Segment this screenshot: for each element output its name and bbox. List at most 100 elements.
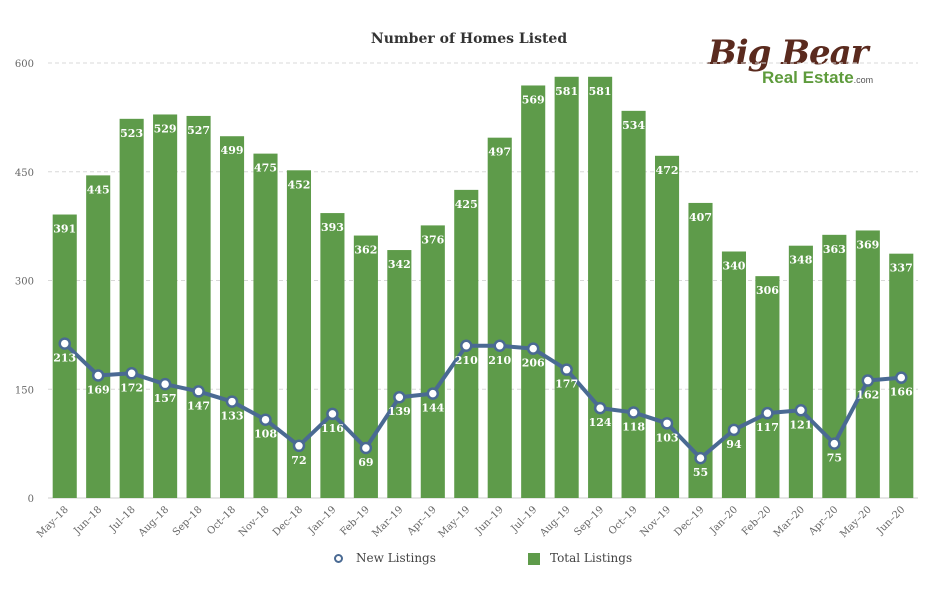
- point-new-listings-12: [460, 339, 473, 352]
- bar-layer: [52, 76, 914, 499]
- bar-label-total-listings-1: 445: [87, 183, 110, 196]
- point-label-new-listings-24: 162: [856, 389, 879, 402]
- logo-suffix: .com: [853, 75, 874, 85]
- bar-label-total-listings-13: 497: [488, 146, 511, 159]
- bar-total-listings-18: [654, 155, 680, 499]
- legend-label-total-listings: Total Listings: [550, 551, 633, 565]
- point-new-listings-1: [91, 369, 105, 382]
- bar-total-listings-22: [788, 245, 813, 498]
- point-label-new-listings-13: 210: [488, 354, 511, 367]
- bar-label-total-listings-19: 407: [689, 211, 712, 224]
- x-tick-label-21: Feb–20: [740, 504, 774, 538]
- bar-label-total-listings-16: 581: [589, 85, 612, 98]
- point-label-new-listings-19: 55: [693, 466, 708, 479]
- bar-total-listings-15: [554, 76, 579, 499]
- bar-label-layer: 391 445 523 529 527 499 475 452 393 362 342 376 425 4…: [53, 85, 913, 297]
- bar-total-listings-8: [320, 213, 345, 498]
- x-tick-label-11: Apr–19: [405, 504, 439, 538]
- bar-total-listings-16: [588, 76, 613, 499]
- bar-total-listings-23: [822, 234, 847, 498]
- chart-title: Number of Homes Listed: [370, 31, 568, 47]
- bar-total-listings-11: [420, 225, 445, 498]
- point-label-new-listings-4: 147: [187, 399, 210, 412]
- bar-total-listings-9: [353, 235, 378, 499]
- bar-total-listings-21: [755, 276, 780, 498]
- bar-label-total-listings-10: 342: [388, 258, 411, 271]
- bar-label-total-listings-2: 523: [120, 127, 143, 140]
- bar-label-total-listings-25: 337: [890, 262, 913, 275]
- logo-main-text: Big Bear: [708, 33, 869, 73]
- point-new-listings-23: [828, 437, 841, 450]
- bar-label-total-listings-20: 340: [722, 260, 745, 273]
- point-label-new-listings-11: 144: [421, 402, 444, 415]
- y-tick-label-1: 150: [15, 385, 34, 396]
- big-bear-logo: Big Bear Real Estate.com: [704, 34, 884, 96]
- y-tick-label-3: 450: [15, 168, 34, 179]
- point-new-listings-7: [292, 439, 306, 453]
- x-tick-label-3: Aug–18: [136, 504, 171, 539]
- point-label-new-listings-17: 118: [622, 420, 645, 433]
- bar-total-listings-17: [621, 110, 646, 498]
- y-tick-label-2: 300: [15, 277, 34, 288]
- point-label-new-listings-6: 108: [254, 428, 277, 441]
- x-tick-label-22: Mar–20: [772, 504, 807, 539]
- x-tick-label-17: Oct–19: [607, 504, 640, 537]
- point-new-listings-22: [794, 404, 808, 417]
- point-new-listings-20: [727, 423, 741, 437]
- logo-sub-label: Real Estate: [762, 68, 854, 87]
- x-tick-label-2: Jul–18: [107, 504, 138, 535]
- point-label-new-listings-8: 116: [321, 422, 344, 435]
- point-new-listings-11: [426, 387, 440, 400]
- bar-total-listings-4: [186, 115, 211, 499]
- bar-label-total-listings-18: 472: [656, 164, 679, 177]
- line-label-layer: 213 169 172 157 147 133 108 72 116 69 139 144 210 210…: [53, 352, 913, 480]
- legend-marker-new-listings: [334, 554, 343, 563]
- point-new-listings-25: [895, 371, 908, 384]
- point-label-new-listings-18: 103: [656, 431, 679, 444]
- x-tick-label-10: Mar–19: [370, 504, 405, 539]
- x-tick-label-12: May–19: [437, 504, 473, 540]
- bar-label-total-listings-5: 499: [221, 144, 244, 157]
- bar-label-total-listings-22: 348: [789, 254, 812, 267]
- bar-total-listings-5: [219, 136, 245, 498]
- point-new-listings-19: [694, 451, 707, 465]
- bar-label-total-listings-0: 391: [53, 223, 76, 236]
- point-label-new-listings-14: 206: [522, 357, 545, 370]
- point-label-new-listings-15: 177: [555, 378, 578, 391]
- bar-total-listings-10: [387, 250, 412, 498]
- point-new-listings-3: [158, 377, 172, 391]
- x-tick-label-9: Feb–19: [338, 504, 372, 538]
- bar-total-listings-14: [521, 85, 546, 498]
- point-label-new-listings-7: 72: [291, 454, 306, 467]
- bar-label-total-listings-17: 534: [622, 119, 645, 132]
- point-new-listings-17: [627, 406, 640, 419]
- bar-label-total-listings-12: 425: [455, 198, 478, 211]
- line-layer: [58, 337, 908, 465]
- x-tick-label-5: Oct–18: [205, 504, 238, 537]
- point-new-listings-14: [526, 342, 540, 355]
- point-new-listings-21: [761, 406, 774, 420]
- bar-total-listings-13: [487, 137, 512, 499]
- bar-label-total-listings-21: 306: [756, 284, 779, 297]
- point-label-new-listings-12: 210: [455, 354, 478, 367]
- x-tick-label-15: Aug–19: [538, 504, 573, 539]
- legend-label-new-listings: New Listings: [356, 551, 436, 565]
- x-tick-label-4: Sep–18: [171, 504, 205, 538]
- point-new-listings-9: [359, 441, 373, 455]
- bar-total-listings-3: [153, 114, 178, 498]
- x-tick-label-14: Jul–19: [509, 504, 540, 535]
- point-label-new-listings-20: 94: [726, 438, 742, 451]
- point-new-listings-5: [225, 395, 239, 408]
- x-tick-label-1: Jun–18: [71, 504, 104, 537]
- bar-label-total-listings-3: 529: [154, 122, 177, 135]
- point-new-listings-16: [593, 401, 607, 415]
- bar-label-total-listings-7: 452: [287, 178, 310, 191]
- point-label-new-listings-23: 75: [827, 452, 842, 465]
- point-new-listings-13: [493, 339, 506, 352]
- point-label-new-listings-16: 124: [589, 416, 612, 429]
- bar-label-total-listings-11: 376: [421, 233, 444, 246]
- bar-total-listings-6: [253, 153, 278, 498]
- bar-label-total-listings-9: 362: [354, 244, 377, 257]
